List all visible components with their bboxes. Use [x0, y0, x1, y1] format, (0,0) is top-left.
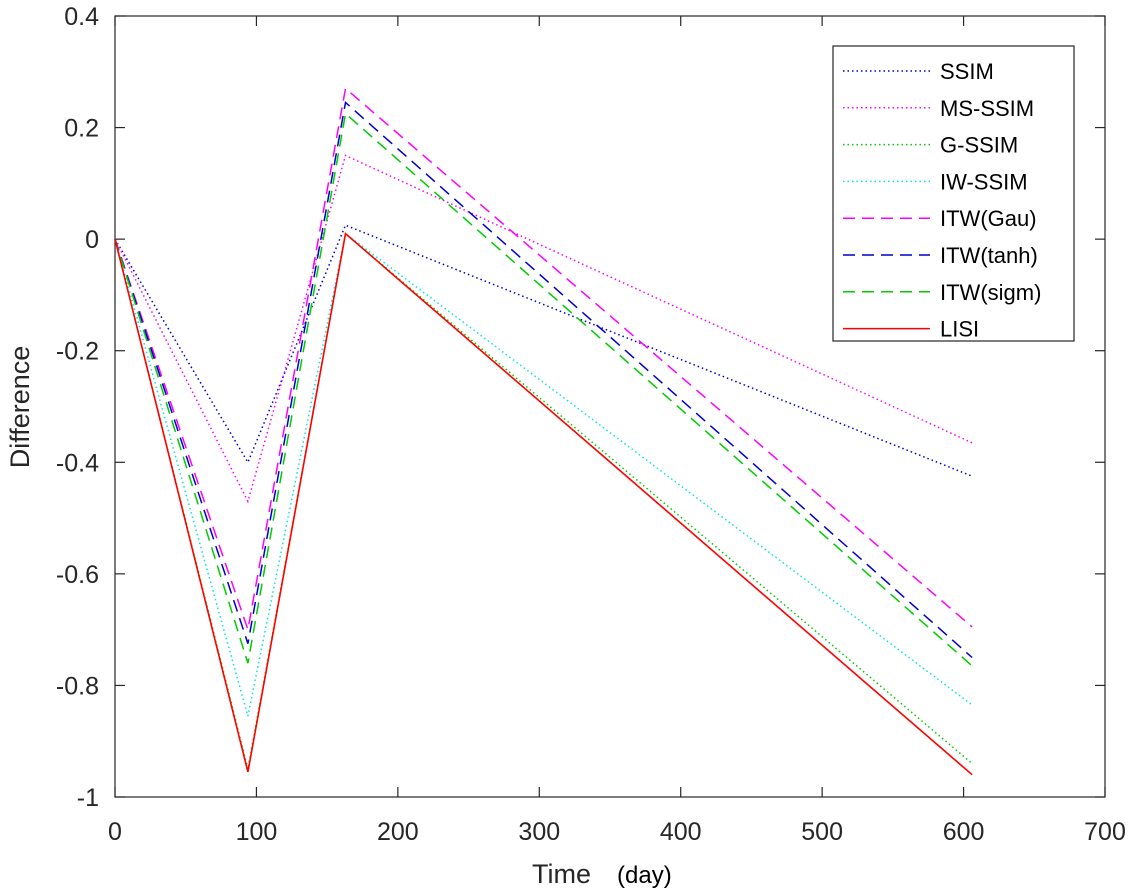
- legend-label: IW-SSIM: [940, 169, 1028, 194]
- x-axis-unit-label: (day): [617, 862, 672, 889]
- x-tick-label: 600: [943, 818, 985, 846]
- series-line-itw-tanh: [114, 101, 973, 659]
- x-tick-label: 400: [660, 818, 702, 846]
- legend-label: LISI: [940, 317, 979, 342]
- x-tick-label: 300: [518, 818, 560, 846]
- y-tick-label: 0.4: [64, 3, 99, 31]
- legend-label: ITW(sigm): [940, 280, 1041, 305]
- y-tick-label: -1: [77, 784, 99, 812]
- x-tick-label: 700: [1084, 818, 1126, 846]
- x-tick-label: 0: [108, 818, 122, 846]
- series-layer: [114, 87, 973, 776]
- series-line-lisi: [114, 232, 973, 776]
- y-tick-label: 0.2: [64, 115, 99, 143]
- y-tick-label: -0.8: [56, 672, 99, 700]
- legend-label: ITW(Gau): [940, 206, 1037, 231]
- series-line-itw-sigm: [114, 112, 973, 667]
- legend-label: G-SSIM: [940, 133, 1018, 158]
- legend: SSIM MS-SSIM G-SSIM IW-SSIM ITW(Gau) ITW(tanh…: [832, 45, 1075, 342]
- legend-label: ITW(tanh): [940, 243, 1038, 268]
- x-tick-label: 200: [377, 818, 419, 846]
- x-tick-label: 100: [236, 818, 278, 846]
- legend-label: SSIM: [940, 59, 994, 84]
- x-axis-label: Time: [532, 859, 591, 889]
- y-axis-label: Difference: [5, 346, 35, 469]
- y-tick-label: -0.4: [56, 449, 99, 477]
- series-line-iw-ssim: [114, 232, 973, 717]
- series-line-itw-gau: [114, 87, 973, 633]
- y-tick-label: -0.2: [56, 338, 99, 366]
- legend-label: MS-SSIM: [940, 96, 1034, 121]
- series-line-ssim: [114, 224, 973, 477]
- y-tick-label: -0.6: [56, 561, 99, 589]
- axis-ticks: 0 100 200 300 400 500 600 700 0.4 0.2 0 -0.2 -0.4 -0.…: [56, 3, 1126, 846]
- y-tick-label: 0: [85, 226, 99, 254]
- series-line-ms-ssim: [114, 154, 973, 504]
- x-tick-label: 500: [801, 818, 843, 846]
